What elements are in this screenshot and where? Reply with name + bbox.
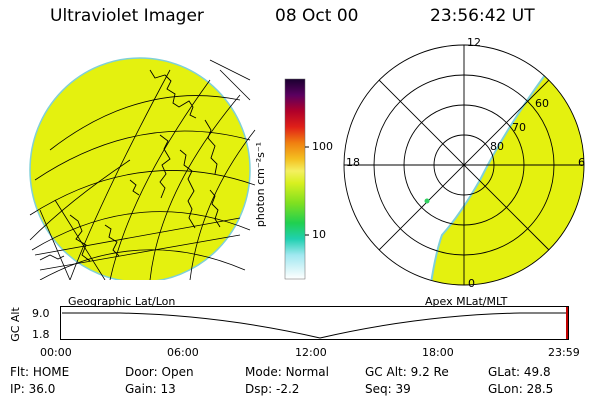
status-door: Door: Open: [125, 365, 194, 379]
lat-lon-grid: [29, 59, 256, 280]
status-glon: GLon: 28.5: [488, 382, 554, 396]
status-gc-alt: GC Alt: 9.2 Re: [365, 365, 449, 379]
altitude-ylabel: GC Alt: [8, 307, 22, 342]
colorbar-unit-label: photon cm⁻²s⁻¹: [254, 141, 268, 228]
altitude-ytick-max: 9.0: [32, 307, 50, 320]
colorbar-tick-100: 100: [312, 140, 333, 153]
coastlines: [39, 69, 221, 262]
status-ip: IP: 36.0: [10, 382, 56, 396]
altitude-xtick-0600: 06:00: [167, 346, 199, 359]
emission-spot: [424, 198, 430, 204]
polar-plot: [343, 44, 585, 286]
instrument-title: Ultraviolet Imager: [50, 6, 204, 26]
colorbar: [284, 78, 309, 280]
earth-disk: [29, 57, 251, 280]
mlt-label-0: 0: [468, 277, 475, 290]
mlat-label-70: 70: [512, 121, 526, 134]
status-mode: Mode: Normal: [245, 365, 329, 379]
geographic-map: [29, 57, 256, 280]
altitude-xtick-0000: 00:00: [40, 346, 72, 359]
mlat-label-80: 80: [490, 140, 504, 153]
status-seq: Seq: 39: [365, 382, 411, 396]
altitude-xtick-2359: 23:59: [548, 346, 580, 359]
mlt-label-12: 12: [467, 36, 481, 49]
status-gain: Gain: 13: [125, 382, 176, 396]
mlat-label-60: 60: [535, 97, 549, 110]
polar-grid: [343, 44, 585, 286]
status-dsp: Dsp: -2.2: [245, 382, 300, 396]
colorbar-tick-10: 10: [312, 228, 326, 241]
altitude-ytick-min: 1.8: [32, 328, 50, 341]
polar-panel-label: Apex MLat/MLT: [425, 295, 508, 308]
time-label: 23:56:42 UT: [430, 6, 535, 26]
altitude-timeline: [60, 306, 569, 340]
date-label: 08 Oct 00: [275, 6, 359, 26]
mlt-label-18: 18: [346, 156, 360, 169]
altitude-xtick-1200: 12:00: [295, 346, 327, 359]
status-glat: GLat: 49.8: [488, 365, 551, 379]
geo-panel-label: Geographic Lat/Lon: [68, 295, 176, 308]
mlt-label-6: 6: [578, 156, 585, 169]
status-flt: Flt: HOME: [10, 365, 70, 379]
altitude-xtick-1800: 18:00: [422, 346, 454, 359]
